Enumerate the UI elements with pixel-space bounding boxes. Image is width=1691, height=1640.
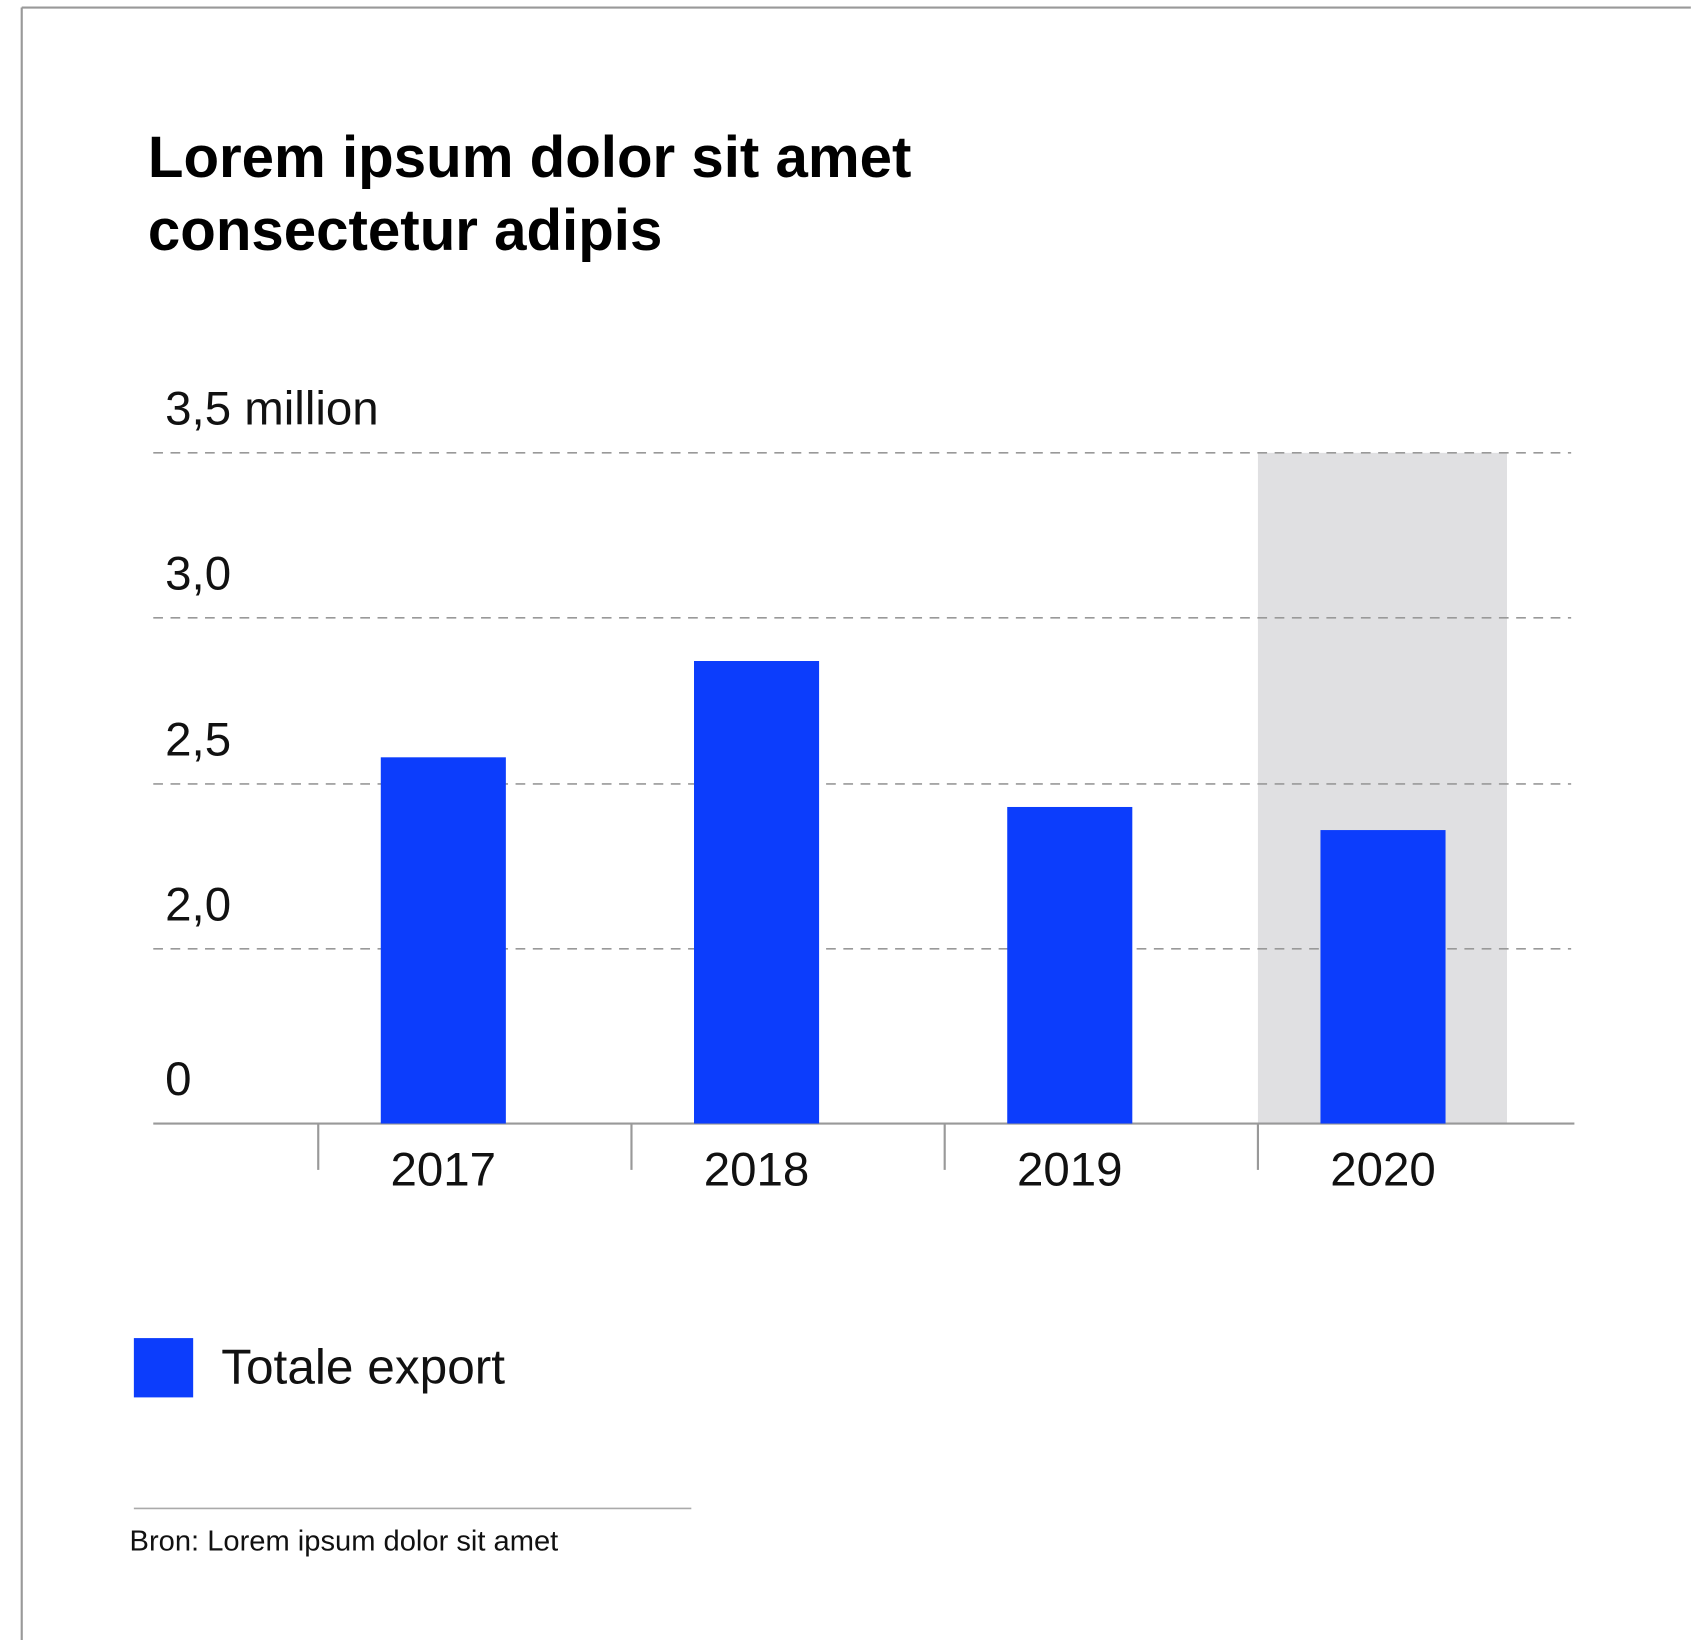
legend-label: Totale export [221,1339,505,1395]
y-tick-label: 2,5 [165,713,231,766]
y-tick-label: 2,0 [165,878,231,931]
y-tick-label: 3,5 million [165,382,379,435]
x-tick-label: 2017 [391,1144,497,1197]
x-tick-label: 2019 [1017,1144,1123,1197]
bar [694,661,820,1124]
bar [1320,830,1446,1124]
title-box: Lorem ipsum dolor sit amet consectetur a… [147,125,912,264]
legend-swatch [133,1338,194,1398]
plot: 0 2,0 2,5 3,0 3,5 million Totale export 2017 20… [130,382,1575,1558]
bar [1007,806,1133,1124]
chart-title: Lorem ipsum dolor sit amet consectetur a… [147,125,912,264]
y-tick-label: 0 [165,1053,191,1106]
y-tick-label: 3,0 [165,547,231,600]
x-tick-label: 2020 [1330,1144,1436,1197]
bar [380,757,506,1124]
x-tick-label: 2018 [704,1144,810,1197]
source: Bron: Lorem ipsum dolor sit amet [130,1526,559,1558]
